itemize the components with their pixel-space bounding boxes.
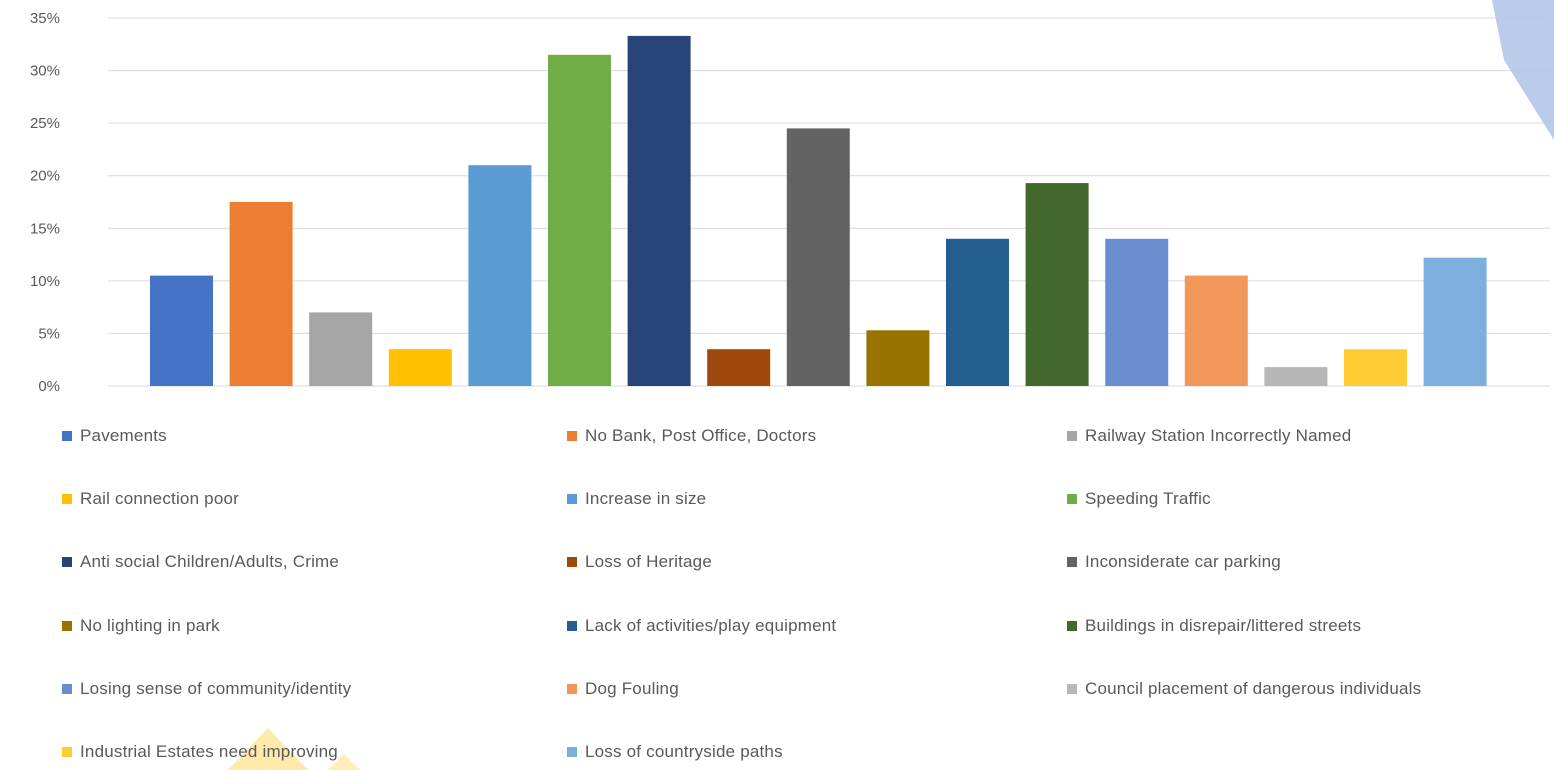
- bar: [786, 128, 850, 386]
- bar: [1025, 183, 1089, 386]
- legend-label: Loss of Heritage: [585, 552, 712, 572]
- bar-chart: 0% 5% 10% 15% 20% 25% 30% 35%: [30, 10, 1550, 395]
- bar: [309, 312, 373, 386]
- legend-swatch: [567, 747, 577, 757]
- legend-item: Anti social Children/Adults, Crime: [62, 552, 339, 572]
- y-tick-label: 5%: [38, 325, 60, 342]
- legend-label: Inconsiderate car parking: [1085, 552, 1281, 572]
- legend-swatch: [1067, 683, 1077, 694]
- legend-item: Losing sense of community/identity: [62, 679, 351, 699]
- legend-item: Lack of activities/play equipment: [567, 616, 836, 636]
- y-tick-label: 20%: [30, 168, 60, 185]
- bar: [707, 349, 771, 386]
- bar: [1105, 238, 1169, 386]
- bottom-decoration: [228, 728, 360, 770]
- bar: [150, 275, 213, 386]
- bars: [150, 35, 1487, 387]
- legend-row: No lighting in park Lack of activities/pl…: [62, 616, 1542, 642]
- legend-swatch: [62, 683, 72, 694]
- legend-swatch: [567, 557, 577, 568]
- legend-label: Lack of activities/play equipment: [585, 615, 837, 635]
- legend-item: Loss of countryside paths: [567, 742, 783, 762]
- legend-item: Loss of Heritage: [567, 552, 712, 572]
- legend-item: Inconsiderate car parking: [1067, 552, 1281, 572]
- legend-row: Rail connection poor Increase in size Spee…: [62, 489, 1542, 515]
- legend-row: Losing sense of community/identity Dog Fo…: [62, 679, 1542, 705]
- legend-item: Buildings in disrepair/littered streets: [1067, 616, 1361, 636]
- bar: [866, 330, 930, 386]
- legend-swatch: [1067, 431, 1077, 441]
- bar: [548, 54, 611, 387]
- legend-label: No Bank, Post Office, Doctors: [585, 426, 817, 445]
- y-axis-tick-labels: 0% 5% 10% 15% 20% 25% 30% 35%: [30, 10, 60, 395]
- bar: [946, 238, 1009, 386]
- legend-swatch: [567, 683, 577, 694]
- legend-label: Industrial Estates need improving: [80, 742, 338, 761]
- bar: [1264, 367, 1328, 386]
- bar: [1423, 257, 1487, 386]
- y-tick-label: 35%: [30, 10, 60, 27]
- legend-label: Rail connection poor: [80, 489, 239, 509]
- legend-swatch: [62, 431, 72, 441]
- legend-swatch: [567, 494, 577, 505]
- bar: [388, 349, 452, 386]
- legend-swatch: [62, 620, 72, 631]
- legend-swatch: [62, 557, 72, 568]
- legend-swatch: [62, 494, 72, 505]
- y-tick-label: 30%: [30, 63, 60, 80]
- legend-item: Railway Station Incorrectly Named: [1067, 426, 1351, 446]
- y-tick-label: 25%: [30, 115, 60, 132]
- legend-label: Buildings in disrepair/littered streets: [1085, 615, 1362, 635]
- legend-swatch: [567, 431, 577, 441]
- y-tick-label: 10%: [30, 273, 60, 290]
- legend-item: No Bank, Post Office, Doctors: [567, 426, 816, 446]
- legend-swatch: [1067, 620, 1077, 631]
- legend-row: Pavements No Bank, Post Office, Doctors Ra…: [62, 426, 1542, 452]
- bar: [1184, 275, 1248, 386]
- legend-label: Railway Station Incorrectly Named: [1085, 426, 1352, 445]
- legend-item: Pavements: [62, 426, 167, 446]
- legend-item: Industrial Estates need improving: [62, 742, 338, 762]
- bar: [627, 35, 691, 387]
- legend-label: Pavements: [80, 426, 167, 445]
- legend-label: Anti social Children/Adults, Crime: [80, 552, 340, 572]
- legend-label: No lighting in park: [80, 615, 220, 635]
- bar: [1344, 349, 1407, 386]
- y-tick-label: 15%: [30, 220, 60, 237]
- corner-decoration: [1492, 0, 1554, 140]
- legend-row: Industrial Estates need improving Loss of…: [62, 742, 1542, 768]
- legend-label: Loss of countryside paths: [585, 742, 783, 761]
- legend-item: Increase in size: [567, 489, 706, 509]
- legend-item: Speeding Traffic: [1067, 489, 1211, 509]
- legend-swatch: [1067, 494, 1077, 505]
- legend-label: Council placement of dangerous individua…: [1085, 678, 1422, 698]
- legend-item: Dog Fouling: [567, 679, 679, 699]
- bar: [229, 202, 293, 386]
- bar: [468, 165, 532, 386]
- legend-label: Increase in size: [585, 489, 707, 509]
- legend-swatch: [1067, 557, 1077, 568]
- legend-item: Rail connection poor: [62, 489, 239, 509]
- y-tick-label: 0%: [38, 378, 60, 395]
- legend-label: Speeding Traffic: [1085, 489, 1211, 509]
- legend-row: Anti social Children/Adults, Crime Loss o…: [62, 552, 1542, 578]
- legend-label: Losing sense of community/identity: [80, 678, 352, 698]
- legend-swatch: [567, 620, 577, 631]
- legend-item: Council placement of dangerous individua…: [1067, 679, 1421, 699]
- legend-label: Dog Fouling: [585, 678, 679, 698]
- legend-swatch: [62, 747, 72, 757]
- legend-item: No lighting in park: [62, 616, 220, 636]
